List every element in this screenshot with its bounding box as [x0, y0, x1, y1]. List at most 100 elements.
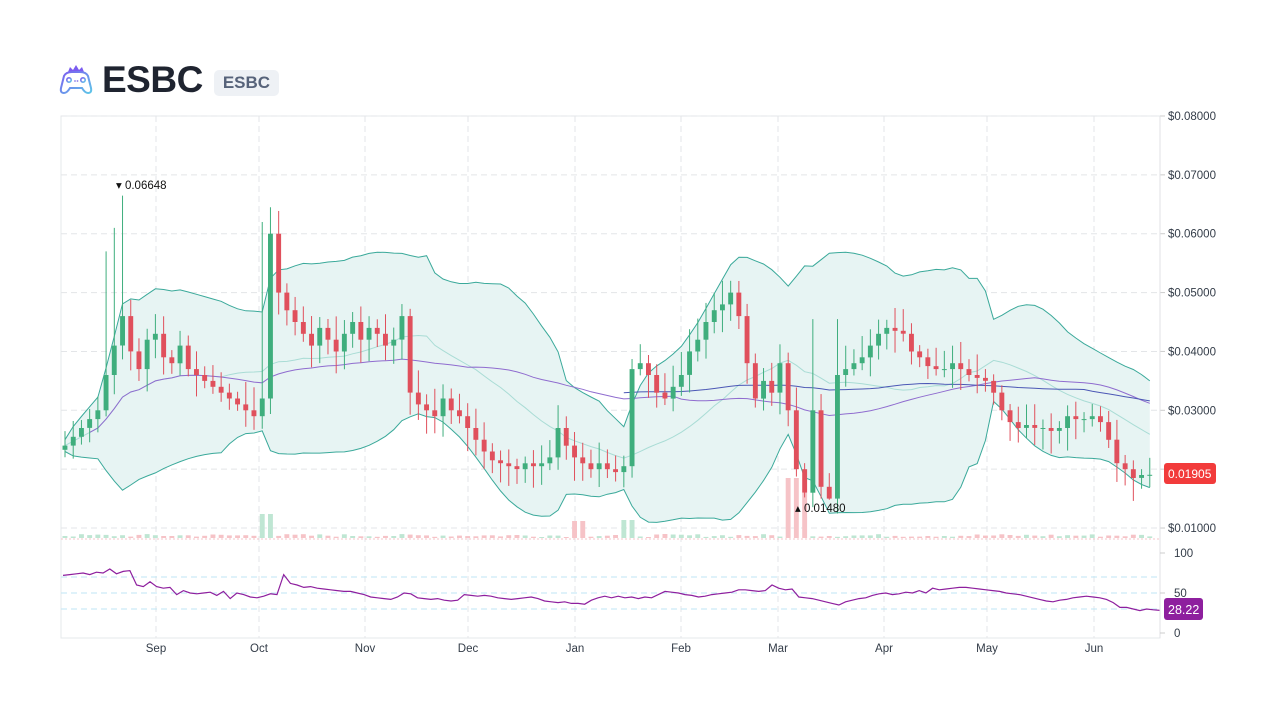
candle[interactable]: [374, 327, 380, 334]
candle[interactable]: [300, 322, 306, 334]
candle[interactable]: [391, 339, 397, 346]
candle[interactable]: [506, 463, 512, 467]
candle[interactable]: [407, 316, 413, 393]
candle[interactable]: [703, 322, 709, 340]
candle[interactable]: [202, 375, 208, 381]
candle[interactable]: [818, 410, 824, 487]
candle[interactable]: [613, 469, 618, 473]
candle[interactable]: [917, 351, 923, 358]
candle[interactable]: [62, 445, 68, 450]
candle[interactable]: [95, 410, 101, 420]
candle[interactable]: [621, 466, 627, 473]
candle[interactable]: [1056, 428, 1062, 431]
candle[interactable]: [1032, 425, 1038, 428]
candle[interactable]: [185, 345, 191, 370]
candle[interactable]: [169, 357, 175, 364]
candle[interactable]: [884, 327, 890, 334]
candle[interactable]: [317, 327, 323, 346]
candle[interactable]: [580, 457, 586, 464]
candle[interactable]: [1130, 469, 1136, 478]
candle[interactable]: [276, 233, 282, 293]
candle[interactable]: [974, 375, 980, 378]
candle[interactable]: [909, 333, 914, 352]
candle[interactable]: [687, 351, 692, 375]
candle[interactable]: [457, 410, 462, 417]
candle[interactable]: [1106, 422, 1112, 440]
candle[interactable]: [851, 363, 857, 370]
candle[interactable]: [268, 233, 273, 399]
candle[interactable]: [333, 339, 339, 352]
candle[interactable]: [1040, 428, 1046, 429]
candle[interactable]: [744, 316, 750, 364]
candle[interactable]: [481, 439, 487, 452]
candle[interactable]: [235, 398, 240, 405]
candle[interactable]: [999, 392, 1005, 411]
candle[interactable]: [350, 322, 356, 334]
candle[interactable]: [539, 463, 545, 467]
candle[interactable]: [284, 292, 290, 311]
candle[interactable]: [933, 366, 939, 370]
candle[interactable]: [251, 410, 257, 417]
candle[interactable]: [810, 410, 816, 493]
candle[interactable]: [1139, 475, 1144, 478]
candle[interactable]: [1024, 425, 1029, 428]
candle[interactable]: [769, 380, 775, 393]
candle[interactable]: [243, 404, 249, 411]
candle[interactable]: [415, 392, 421, 405]
candle[interactable]: [1007, 410, 1013, 423]
candle[interactable]: [563, 428, 569, 446]
candle[interactable]: [120, 316, 125, 346]
candle[interactable]: [1081, 419, 1087, 421]
candle[interactable]: [777, 363, 783, 393]
candle[interactable]: [1089, 416, 1095, 420]
candle[interactable]: [876, 333, 881, 346]
candle[interactable]: [366, 327, 372, 340]
candle[interactable]: [358, 322, 364, 340]
candle[interactable]: [1073, 416, 1079, 420]
candle[interactable]: [695, 339, 701, 352]
rsi-panel[interactable]: [61, 568, 1161, 612]
candle[interactable]: [646, 363, 651, 375]
candle[interactable]: [604, 463, 610, 470]
candle[interactable]: [720, 304, 725, 311]
candle[interactable]: [1122, 463, 1128, 470]
candle[interactable]: [465, 416, 471, 428]
candle[interactable]: [728, 292, 734, 305]
candle[interactable]: [498, 460, 503, 464]
candle[interactable]: [448, 398, 454, 411]
candle[interactable]: [752, 363, 758, 399]
candle[interactable]: [70, 436, 76, 446]
candle[interactable]: [892, 327, 898, 331]
candle[interactable]: [966, 369, 972, 375]
candle[interactable]: [136, 351, 142, 370]
candle[interactable]: [103, 375, 109, 411]
candle[interactable]: [341, 333, 347, 352]
candle[interactable]: [292, 310, 298, 322]
candle[interactable]: [670, 386, 676, 399]
candle[interactable]: [1147, 474, 1153, 476]
candle[interactable]: [259, 398, 265, 417]
candle[interactable]: [1114, 439, 1120, 464]
candle[interactable]: [785, 363, 791, 411]
candle[interactable]: [711, 310, 717, 322]
candle[interactable]: [588, 463, 594, 470]
candle[interactable]: [826, 486, 832, 499]
candle[interactable]: [440, 398, 446, 417]
candle[interactable]: [1065, 416, 1070, 428]
candle[interactable]: [144, 339, 150, 370]
candle[interactable]: [867, 345, 873, 358]
candle[interactable]: [79, 428, 84, 437]
candle[interactable]: [547, 457, 553, 464]
candle[interactable]: [111, 345, 117, 375]
candle[interactable]: [900, 330, 906, 334]
candle[interactable]: [678, 375, 684, 387]
candle[interactable]: [859, 357, 865, 364]
candle[interactable]: [309, 333, 314, 346]
candle[interactable]: [1048, 428, 1054, 431]
candle[interactable]: [950, 363, 955, 370]
candle[interactable]: [983, 377, 988, 381]
candle[interactable]: [424, 404, 429, 411]
candle[interactable]: [941, 369, 947, 371]
candle[interactable]: [128, 316, 134, 352]
